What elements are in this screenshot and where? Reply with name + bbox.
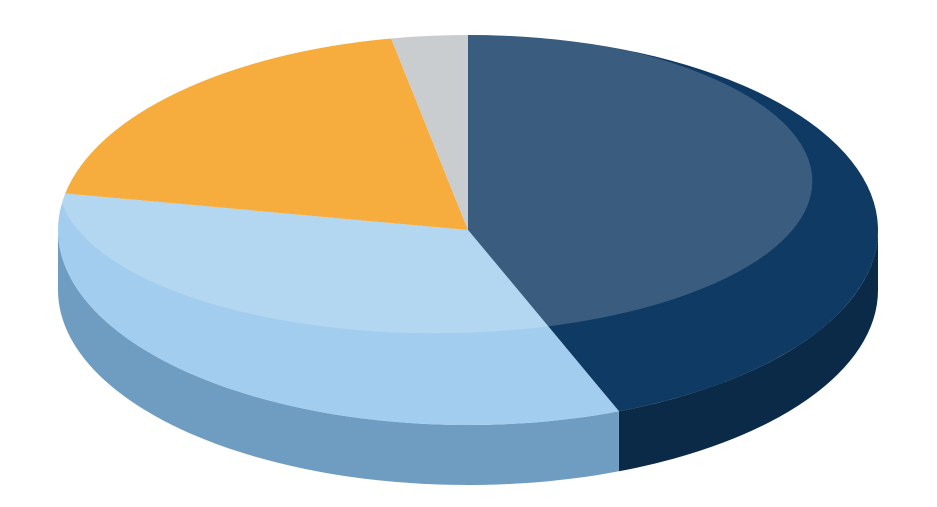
pie-chart-svg	[0, 0, 937, 507]
pie-highlight	[58, 29, 812, 333]
pie-chart-3d	[0, 0, 937, 507]
